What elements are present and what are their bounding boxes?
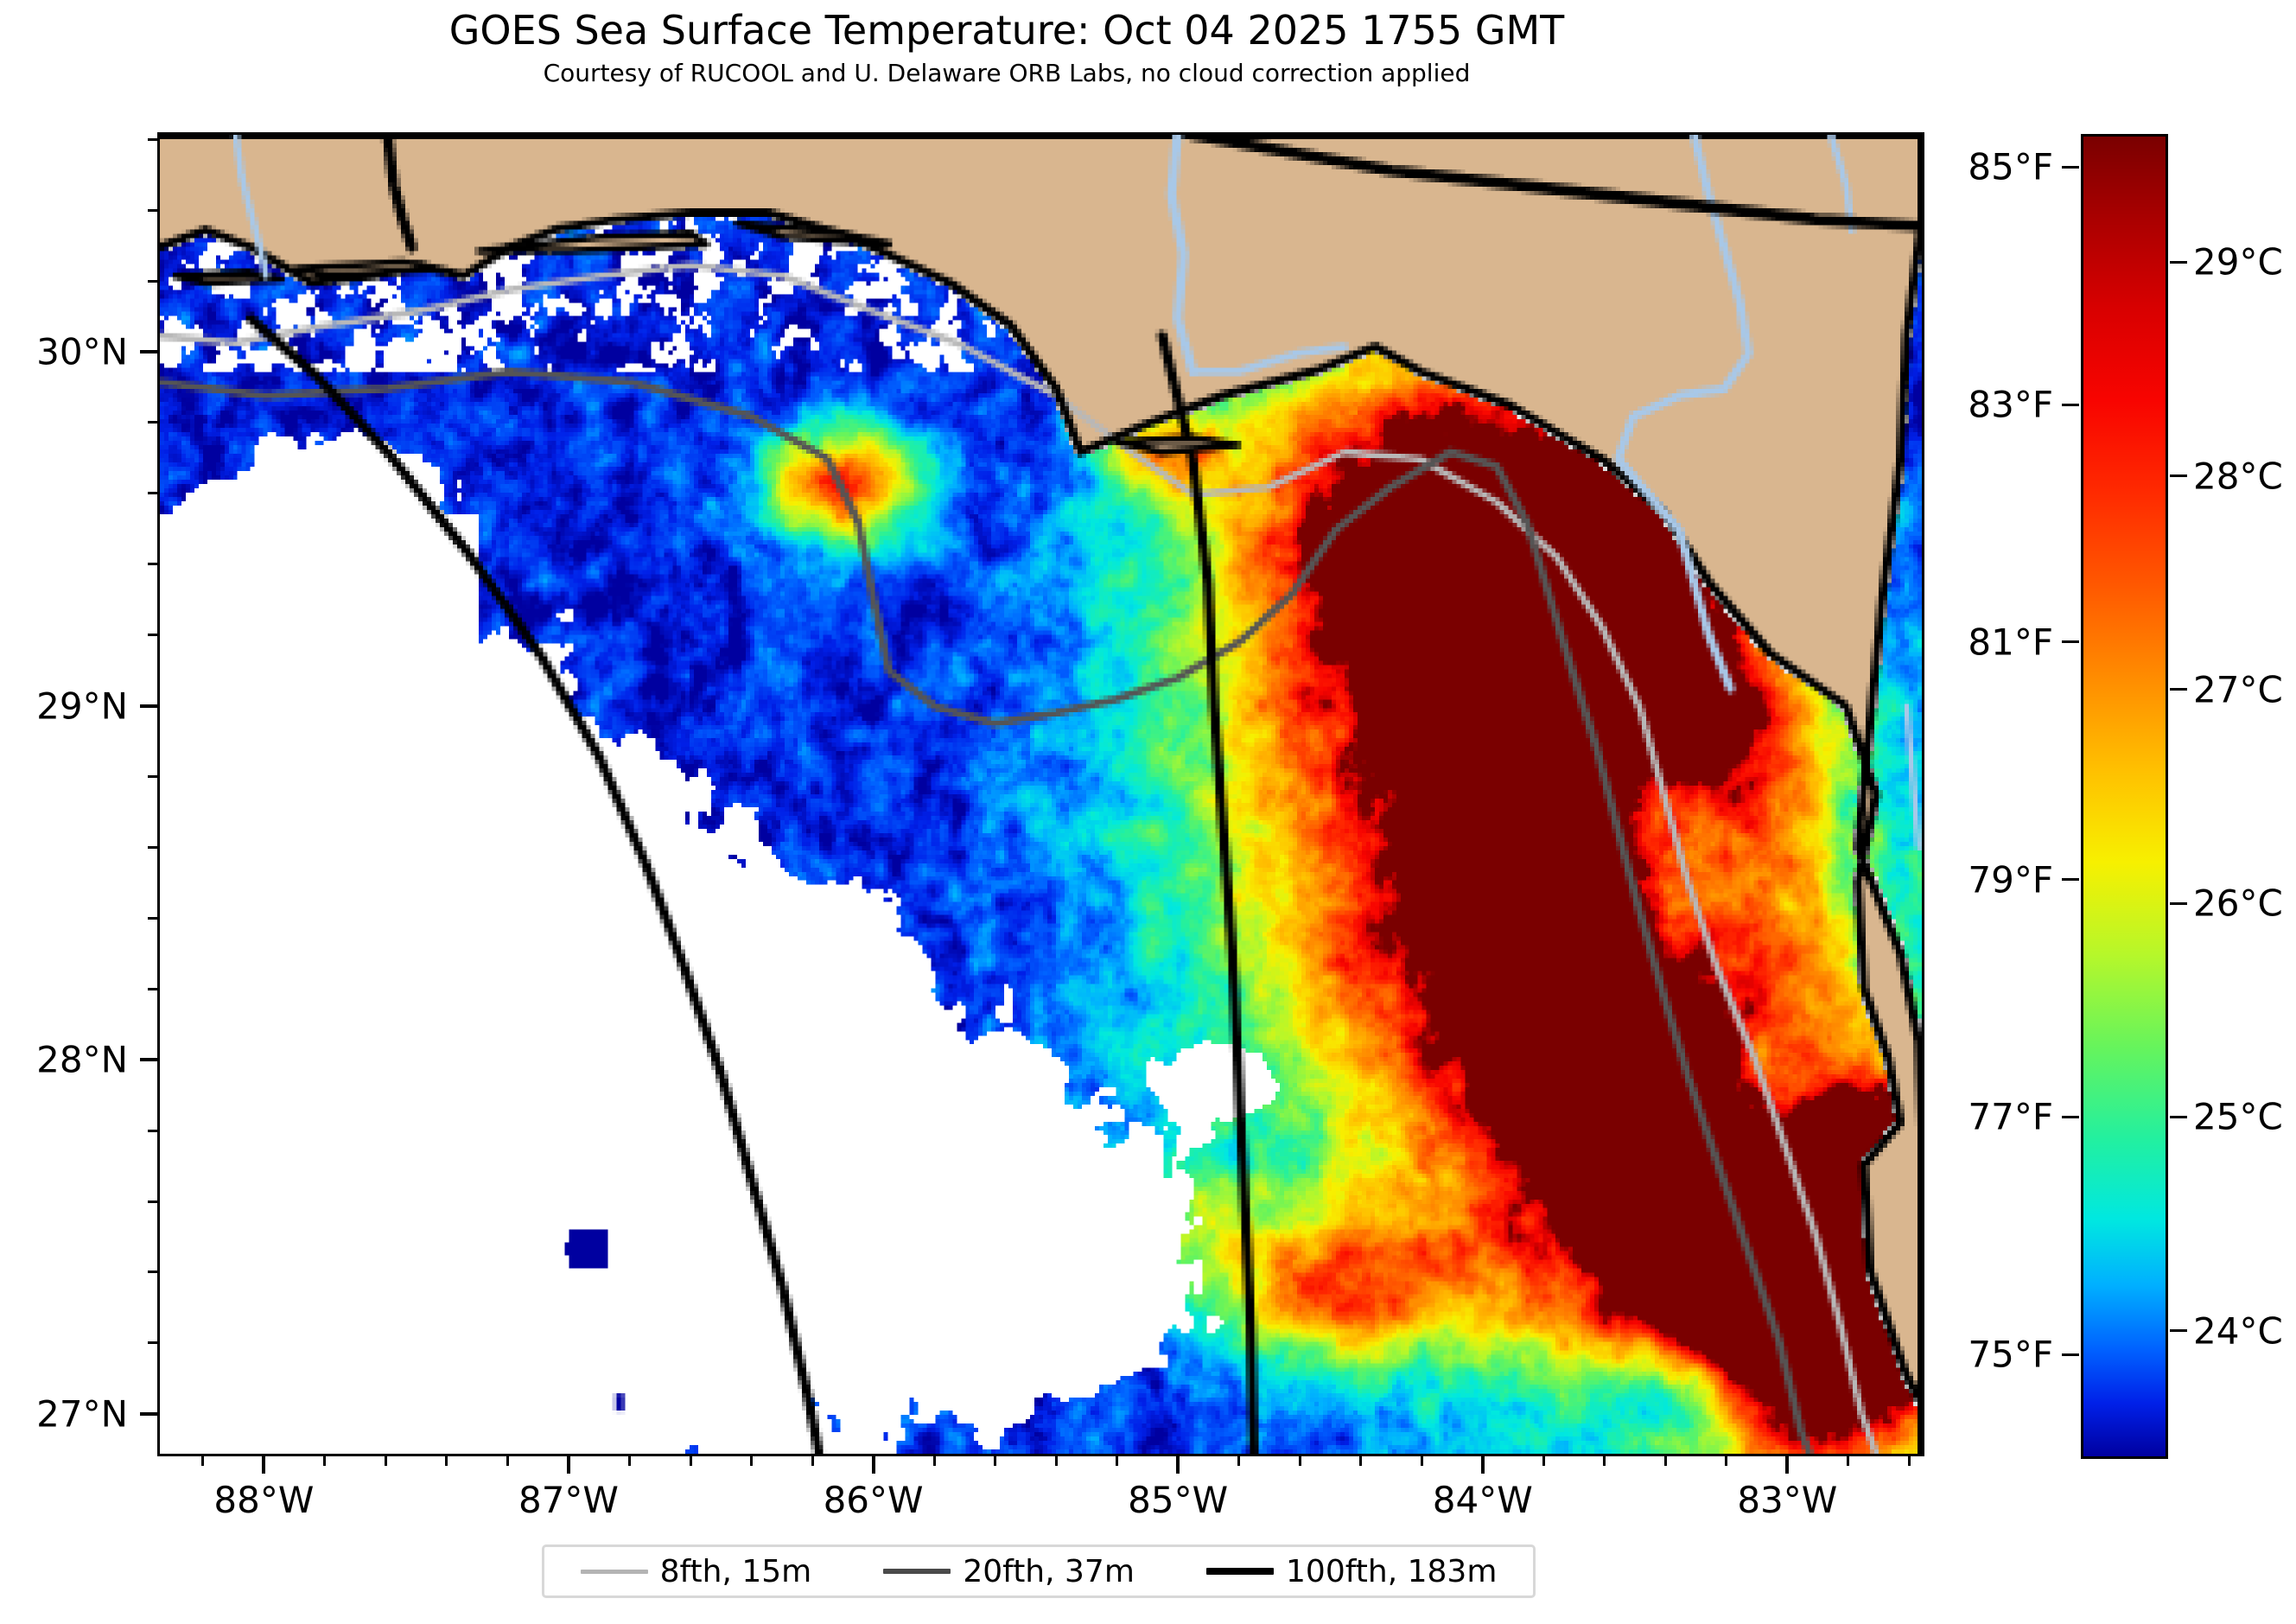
x-tick-label: 83°W (1737, 1479, 1838, 1521)
y-minor-tick (148, 1200, 157, 1203)
x-tick-label: 84°W (1432, 1479, 1533, 1521)
x-minor-tick (1603, 1456, 1606, 1466)
colorbar-tick-c (2170, 688, 2187, 691)
x-major-tick (871, 1456, 875, 1474)
colorbar-tick-f (2062, 1115, 2079, 1118)
colorbar-tick-c (2170, 474, 2187, 478)
colorbar-label-c: 24°C (2193, 1309, 2283, 1353)
colorbar-tick-f (2062, 640, 2079, 644)
y-minor-tick (148, 279, 157, 283)
x-major-tick (1480, 1456, 1485, 1474)
x-minor-tick (1847, 1456, 1850, 1466)
x-tick-label: 85°W (1128, 1479, 1229, 1521)
colorbar-label-f: 85°F (1968, 145, 2053, 188)
colorbar-tick-c (2170, 260, 2187, 264)
chart-subtitle: Courtesy of RUCOOL and U. Delaware ORB L… (543, 59, 1471, 87)
y-major-tick (140, 349, 157, 353)
colorbar-tick-c (2170, 901, 2187, 905)
colorbar-label-f: 83°F (1968, 383, 2053, 426)
x-tick-label: 88°W (213, 1479, 315, 1521)
colorbar-tick-f (2062, 1353, 2079, 1356)
colorbar-label-f: 79°F (1968, 858, 2053, 901)
x-minor-tick (932, 1456, 936, 1466)
colorbar-label-f: 77°F (1968, 1095, 2053, 1138)
x-minor-tick (750, 1456, 754, 1466)
colorbar-label-c: 29°C (2193, 240, 2283, 283)
y-major-tick (140, 1411, 157, 1416)
y-tick-label: 28°N (36, 1038, 128, 1081)
x-minor-tick (1725, 1456, 1728, 1466)
x-minor-tick (811, 1456, 814, 1466)
y-major-tick (140, 704, 157, 708)
colorbar (2081, 134, 2168, 1459)
x-minor-tick (201, 1456, 205, 1466)
y-minor-tick (148, 137, 157, 141)
x-minor-tick (1663, 1456, 1667, 1466)
bathymetry-legend[interactable]: 8fth, 15m 20fth, 37m 100fth, 183m (542, 1544, 1536, 1598)
legend-item: 100fth, 183m (1206, 1554, 1497, 1589)
y-minor-tick (148, 208, 157, 212)
y-minor-tick (148, 1341, 157, 1345)
y-minor-tick (148, 634, 157, 637)
colorbar-tick-c (2170, 1115, 2187, 1118)
x-minor-tick (994, 1456, 997, 1466)
y-tick-label: 29°N (36, 685, 128, 728)
colorbar-label-f: 81°F (1968, 621, 2053, 664)
x-major-tick (566, 1456, 570, 1474)
x-minor-tick (445, 1456, 448, 1466)
y-minor-tick (148, 1129, 157, 1132)
y-minor-tick (148, 1271, 157, 1274)
x-minor-tick (1054, 1456, 1058, 1466)
x-major-tick (1176, 1456, 1180, 1474)
y-minor-tick (148, 916, 157, 920)
legend-line-8fth (580, 1569, 648, 1574)
y-minor-tick (148, 421, 157, 424)
legend-label: 100fth, 183m (1286, 1553, 1498, 1589)
map-axes[interactable] (157, 132, 1924, 1456)
x-minor-tick (1907, 1456, 1911, 1466)
x-minor-tick (689, 1456, 692, 1466)
colorbar-label-c: 25°C (2193, 1095, 2283, 1138)
colorbar-label-c: 27°C (2193, 668, 2283, 711)
legend-item: 20fth, 37m (883, 1554, 1135, 1589)
colorbar-label-f: 75°F (1968, 1333, 2053, 1376)
x-minor-tick (1116, 1456, 1119, 1466)
colorbar-tick-f (2062, 165, 2079, 169)
x-minor-tick (1237, 1456, 1241, 1466)
colorbar-label-c: 28°C (2193, 455, 2283, 498)
x-minor-tick (1542, 1456, 1545, 1466)
x-minor-tick (384, 1456, 387, 1466)
sst-heatmap-canvas (160, 135, 1922, 1454)
legend-line-20fth (883, 1569, 951, 1574)
legend-label: 8fth, 15m (659, 1553, 812, 1589)
y-minor-tick (148, 775, 157, 779)
y-minor-tick (148, 845, 157, 849)
chart-title: GOES Sea Surface Temperature: Oct 04 202… (448, 7, 1565, 54)
legend-item: 8fth, 15m (580, 1553, 812, 1589)
x-minor-tick (323, 1456, 327, 1466)
colorbar-tick-f (2062, 403, 2079, 406)
x-major-tick (1785, 1456, 1790, 1474)
x-major-tick (262, 1456, 266, 1474)
y-tick-label: 30°N (36, 330, 128, 373)
x-tick-label: 86°W (823, 1479, 924, 1521)
y-tick-label: 27°N (36, 1392, 128, 1436)
colorbar-label-c: 26°C (2193, 882, 2283, 925)
x-minor-tick (1420, 1456, 1423, 1466)
x-minor-tick (1359, 1456, 1363, 1466)
x-minor-tick (1298, 1456, 1301, 1466)
colorbar-tick-f (2062, 878, 2079, 882)
y-minor-tick (148, 563, 157, 566)
y-minor-tick (148, 987, 157, 990)
colorbar-tick-c (2170, 1329, 2187, 1333)
x-tick-label: 87°W (518, 1479, 619, 1521)
x-minor-tick (628, 1456, 631, 1466)
legend-line-100fth (1206, 1568, 1275, 1575)
x-minor-tick (506, 1456, 509, 1466)
legend-label: 20fth, 37m (963, 1553, 1135, 1589)
y-major-tick (140, 1058, 157, 1062)
y-minor-tick (148, 492, 157, 495)
